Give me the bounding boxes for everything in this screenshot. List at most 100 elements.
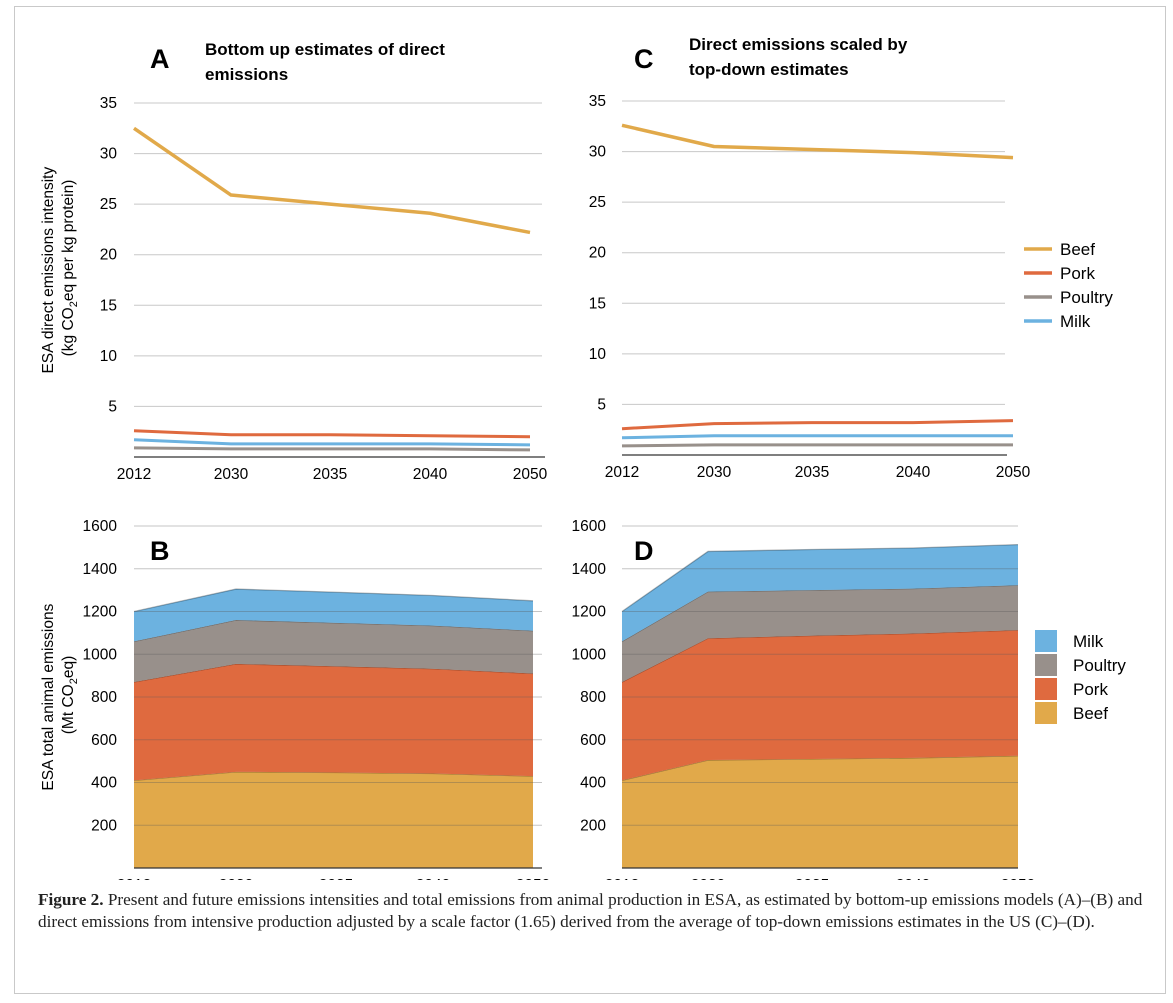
area-beef xyxy=(134,771,533,868)
area-pork xyxy=(622,630,1018,781)
x-tick-label-2012: 2012 xyxy=(117,466,151,483)
x-tick-label-2050: 2050 xyxy=(996,464,1031,481)
legend-area-series: Milk Poultry Pork Beef xyxy=(1035,630,1126,724)
panel-c-gridlines xyxy=(622,100,1007,456)
panel-b-y-ticks: 200 400 600 800 1000 1200 1400 1600 xyxy=(83,518,118,834)
y-tick-label-600: 600 xyxy=(580,732,606,749)
x-tick-label-2012: 2012 xyxy=(605,877,639,880)
line-milk xyxy=(133,438,531,447)
panel-c-letter: C xyxy=(634,44,654,74)
legend-label-poultry: Poultry xyxy=(1060,288,1113,307)
y-tick-label-5: 5 xyxy=(108,398,117,415)
area-milk xyxy=(622,544,1018,642)
panel-d-gridlines xyxy=(622,525,1018,869)
y-tick-label-30: 30 xyxy=(100,146,118,163)
panel-c: C Direct emissions scaled by top-down es… xyxy=(589,35,1031,481)
panel-d: 200 400 600 800 1000 1200 1400 1600 2012 2030 203… xyxy=(572,518,1036,880)
y-tick-label-25: 25 xyxy=(100,196,117,213)
y-tick-label-1600: 1600 xyxy=(572,518,607,535)
panel-d-y-ticks: 200 400 600 800 1000 1200 1400 1600 xyxy=(572,518,607,834)
x-tick-label-2050: 2050 xyxy=(1001,877,1036,880)
y-tick-label-1000: 1000 xyxy=(83,646,118,663)
legend-label-pork: Pork xyxy=(1073,680,1108,699)
area-milk xyxy=(134,589,533,642)
y-tick-label-1600: 1600 xyxy=(83,518,118,535)
legend-label-poultry: Poultry xyxy=(1073,656,1126,675)
panel-c-title: Direct emissions scaled by top-down esti… xyxy=(689,35,912,79)
panel-b-ylabel: ESA total animal emissions (Mt CO2eq) xyxy=(40,599,80,790)
x-tick-label-2050: 2050 xyxy=(513,466,548,483)
figure-charts: A Bottom up estimates of direct emission… xyxy=(40,35,1126,880)
y-tick-label-1200: 1200 xyxy=(83,604,118,621)
x-tick-label-2040: 2040 xyxy=(896,464,931,481)
panel-a-ylabel: ESA direct emissions intensity (kg CO2eq… xyxy=(40,162,80,373)
legend-line-series: Beef Pork Poultry Milk xyxy=(1024,240,1113,331)
area-edge-milk xyxy=(133,588,534,613)
x-tick-label-2035: 2035 xyxy=(795,464,829,481)
panel-a-series xyxy=(133,126,531,452)
area-pork xyxy=(134,663,533,781)
x-tick-label-2030: 2030 xyxy=(697,464,732,481)
panel-b: 200 400 600 800 1000 1200 1400 1600 2012 2030 203… xyxy=(40,518,551,880)
panel-b-letter: B xyxy=(150,536,170,566)
y-tick-label-10: 10 xyxy=(589,346,607,363)
y-tick-label-25: 25 xyxy=(589,194,606,211)
line-milk xyxy=(621,434,1013,440)
x-tick-label-2012: 2012 xyxy=(605,464,639,481)
x-tick-label-2030: 2030 xyxy=(219,877,254,880)
legend-swatch-beef xyxy=(1035,702,1057,724)
x-tick-label-2040: 2040 xyxy=(413,466,448,483)
area-edge-milk xyxy=(621,543,1019,613)
panel-b-x-ticks: 2012 2030 2035 2040 2050 xyxy=(117,877,551,880)
x-tick-label-2040: 2040 xyxy=(896,877,931,880)
x-tick-label-2040: 2040 xyxy=(416,877,451,880)
panel-a-y-ticks: 5 10 15 20 25 30 35 xyxy=(100,95,118,415)
panel-a-x-ticks: 2012 2030 2035 2040 2050 xyxy=(117,466,548,483)
legend-swatch-poultry xyxy=(1035,654,1057,676)
legend-label-milk: Milk xyxy=(1073,632,1104,651)
panel-a-gridlines xyxy=(134,102,545,458)
line-beef xyxy=(621,123,1014,160)
x-tick-label-2035: 2035 xyxy=(319,877,353,880)
line-poultry xyxy=(133,446,531,452)
y-tick-label-400: 400 xyxy=(580,775,606,792)
x-tick-label-2050: 2050 xyxy=(516,877,551,880)
y-tick-label-400: 400 xyxy=(91,775,117,792)
legend-label-beef: Beef xyxy=(1060,240,1095,259)
panel-a: A Bottom up estimates of direct emission… xyxy=(40,40,548,483)
y-tick-label-30: 30 xyxy=(589,144,607,161)
y-tick-label-35: 35 xyxy=(589,93,606,110)
y-tick-label-20: 20 xyxy=(589,245,607,262)
area-poultry xyxy=(134,620,533,683)
line-pork xyxy=(621,419,1014,431)
legend-label-beef: Beef xyxy=(1073,704,1108,723)
y-tick-label-800: 800 xyxy=(91,689,117,706)
caption-text: Present and future emissions intensities… xyxy=(38,890,1143,931)
panel-d-series xyxy=(621,543,1019,868)
panel-b-series xyxy=(133,588,534,868)
y-tick-label-20: 20 xyxy=(100,247,118,264)
x-tick-label-2012: 2012 xyxy=(117,877,151,880)
y-tick-label-600: 600 xyxy=(91,732,117,749)
y-tick-label-200: 200 xyxy=(580,817,606,834)
panel-c-series xyxy=(621,123,1014,448)
line-beef xyxy=(133,126,531,235)
y-tick-label-35: 35 xyxy=(100,95,117,112)
figure-caption: Figure 2. Present and future emissions i… xyxy=(38,889,1148,933)
panel-d-letter: D xyxy=(634,536,654,566)
y-tick-label-1400: 1400 xyxy=(83,561,118,578)
legend-swatch-milk xyxy=(1035,630,1057,652)
y-tick-label-1400: 1400 xyxy=(572,561,607,578)
legend-label-milk: Milk xyxy=(1060,312,1091,331)
figure-frame xyxy=(14,6,1166,994)
y-tick-label-200: 200 xyxy=(91,817,117,834)
y-tick-label-15: 15 xyxy=(589,295,606,312)
x-tick-label-2035: 2035 xyxy=(795,877,829,880)
x-tick-label-2030: 2030 xyxy=(691,877,726,880)
panel-c-x-ticks: 2012 2030 2035 2040 2050 xyxy=(605,464,1031,481)
area-poultry xyxy=(622,585,1018,683)
panel-a-letter: A xyxy=(150,44,170,74)
panel-b-gridlines xyxy=(134,525,542,869)
y-tick-label-800: 800 xyxy=(580,689,606,706)
panel-a-title: Bottom up estimates of direct emissions xyxy=(205,40,450,84)
